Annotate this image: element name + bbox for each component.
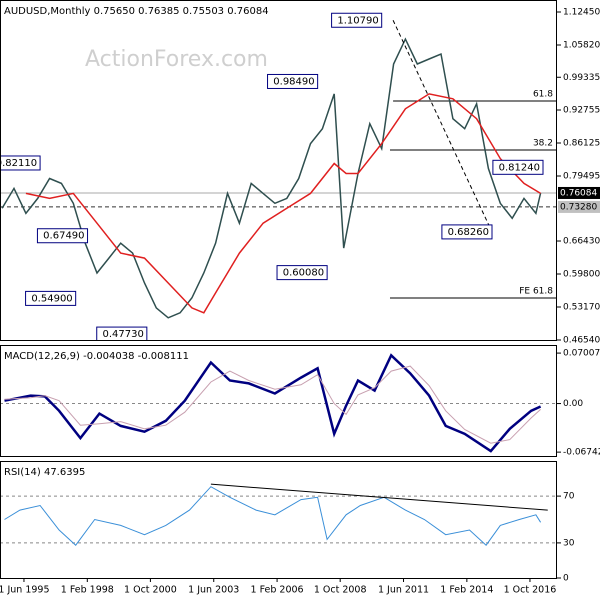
annotation-label: 0.47730 xyxy=(102,329,143,340)
x-tick-label: 1 Feb 2006 xyxy=(251,585,304,596)
panel-frame xyxy=(0,0,557,341)
y-tick-label: 0.59800 xyxy=(563,270,600,280)
price-box-label: 0.73280 xyxy=(560,202,597,212)
y-tick-label: 0.79495 xyxy=(563,171,600,181)
series-line xyxy=(4,353,542,453)
x-tick-label: 1 Jun 1995 xyxy=(0,585,50,596)
plot-area: RSI(14) 47.6395 xyxy=(0,467,557,546)
series-line xyxy=(1,37,542,319)
annotation-box xyxy=(276,265,328,281)
fib-label: 38.2 xyxy=(533,138,553,148)
x-tick-label: 1 Oct 2000 xyxy=(124,585,177,596)
x-tick-label: 1 Feb 2014 xyxy=(440,585,493,596)
x-tick-label: 1 Oct 2016 xyxy=(504,585,557,596)
series-line xyxy=(4,365,541,444)
y-tick-label: 0.92755 xyxy=(563,106,600,116)
plot-area: MACD(12,26,9) -0.004038 -0.008111 xyxy=(0,351,557,453)
annotation-box xyxy=(331,12,383,28)
trendline xyxy=(210,483,548,511)
annotation-label: 0.81240 xyxy=(499,162,540,173)
series-line xyxy=(4,486,542,546)
y-tick-label: 0.86125 xyxy=(563,139,600,149)
annotation-box xyxy=(441,224,493,240)
panel-title: MACD(12,26,9) -0.004038 -0.008111 xyxy=(4,351,189,362)
annotation-label: 0.60080 xyxy=(283,268,324,279)
price-box xyxy=(558,200,600,213)
panel-title: AUDUSD,Monthly 0.75650 0.76385 0.75503 0… xyxy=(4,6,269,17)
x-tick-label: 1 Oct 2008 xyxy=(314,585,367,596)
annotation-label: 0.82110 xyxy=(0,158,37,169)
panel-frame xyxy=(0,345,557,457)
y-tick-label: 30 xyxy=(563,538,575,548)
y-tick-label: 0.00 xyxy=(563,399,583,409)
y-tick-label: 70 xyxy=(563,492,575,502)
x-tick-label: 1 Feb 1998 xyxy=(61,585,114,596)
annotation-box xyxy=(25,290,77,306)
annotation-box xyxy=(267,73,319,89)
y-tick-label: 1.05820 xyxy=(563,40,600,50)
panel-title: RSI(14) 47.6395 xyxy=(4,467,85,478)
y-tick-label: 0 xyxy=(563,574,569,584)
series-line xyxy=(25,93,541,314)
annotation-label: 1.10790 xyxy=(337,15,378,26)
x-tick-label: 1 Jun 2003 xyxy=(188,585,239,596)
annotation-box xyxy=(96,326,148,340)
watermark: ActionForex.com xyxy=(85,47,268,72)
y-tick-label: 0.99335 xyxy=(563,73,600,83)
annotation-label: 0.68260 xyxy=(448,227,489,238)
y-tick-label: -0.067423 xyxy=(563,448,600,458)
y-tick-label: 1.12450 xyxy=(563,7,600,17)
plot-area: ActionForex.com AUDUSD,Monthly 0.75650 0.… xyxy=(0,6,557,340)
price-box xyxy=(558,186,600,199)
trendline xyxy=(392,20,493,233)
annotation-box xyxy=(36,228,89,244)
annotation-box xyxy=(492,159,544,175)
y-tick-label: 0.070071 xyxy=(563,349,600,359)
y-tick-label: 0.66430 xyxy=(563,237,600,247)
annotation-label: 0.67490 xyxy=(43,231,84,242)
y-tick-label: 0.46540 xyxy=(563,336,600,346)
panel-frame xyxy=(0,461,557,579)
annotation-label: 0.98490 xyxy=(273,76,314,87)
x-tick-label: 1 Jun 2011 xyxy=(378,585,429,596)
fib-label: FE 61.8 xyxy=(519,287,553,297)
y-tick-label: 0.53170 xyxy=(563,303,600,313)
annotation-label: 0.54900 xyxy=(31,293,72,304)
annotation-box xyxy=(0,155,41,171)
fib-label: 61.8 xyxy=(533,90,553,100)
price-box-label: 0.76084 xyxy=(560,188,597,198)
